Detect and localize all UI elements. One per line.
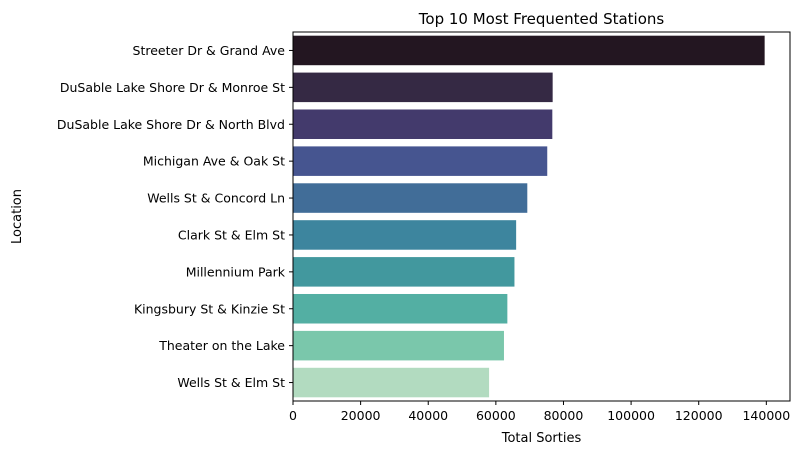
bar-7	[293, 257, 515, 287]
x-tick-label: 120000	[675, 408, 723, 423]
bar-1	[293, 35, 765, 66]
y-tick-label: DuSable Lake Shore Dr & North Blvd	[57, 117, 285, 132]
y-tick-label: Millennium Park	[186, 264, 286, 279]
bar-4	[293, 146, 548, 176]
x-ticks: 0 20000 40000 60000 80000 100000 120000 140000	[289, 401, 790, 423]
bar-8	[293, 293, 508, 324]
y-tick-label: Wells St & Elm St	[177, 375, 285, 390]
x-tick-label: 100000	[607, 408, 655, 423]
y-tick-label: Kingsbury St & Kinzie St	[134, 301, 285, 316]
bar-2	[293, 72, 553, 103]
bar-9	[293, 330, 504, 361]
bar-10	[293, 367, 490, 398]
y-tick-label: Clark St & Elm St	[178, 227, 285, 242]
y-tick-label: Michigan Ave & Oak St	[143, 154, 285, 169]
bar-6	[293, 220, 517, 250]
x-axis-label: Total Sorties	[501, 431, 582, 446]
plot-frame	[292, 31, 791, 402]
y-tick-labels: Streeter Dr & Grand Ave DuSable Lake Shor…	[57, 43, 293, 390]
bar-3	[293, 109, 553, 140]
y-tick-label: DuSable Lake Shore Dr & Monroe St	[60, 80, 285, 95]
x-tick-label: 140000	[742, 408, 790, 423]
y-tick-label: Theater on the Lake	[158, 338, 285, 353]
x-tick-label: 60000	[476, 408, 516, 423]
y-tick-label: Streeter Dr & Grand Ave	[133, 43, 286, 58]
x-tick-label: 20000	[341, 408, 381, 423]
chart-title: Top 10 Most Frequented Stations	[418, 10, 665, 28]
x-tick-label: 0	[289, 408, 297, 423]
x-tick-label: 80000	[544, 408, 584, 423]
y-tick-label: Wells St & Concord Ln	[147, 191, 285, 206]
bar-5	[293, 183, 528, 213]
x-tick-label: 40000	[408, 408, 448, 423]
bars-group	[293, 35, 765, 398]
y-axis-label: Location	[10, 189, 25, 244]
